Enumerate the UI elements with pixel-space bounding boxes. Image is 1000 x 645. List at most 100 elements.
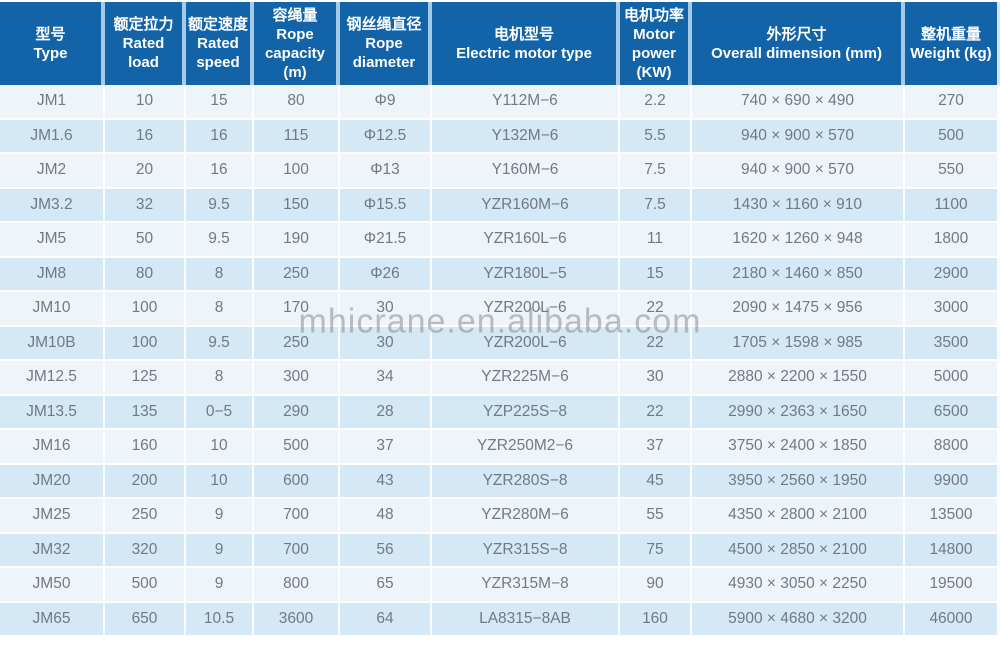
column-header-weight-en: Weight (kg) [910,44,992,62]
column-header-rope-capacity-zh: 容绳量 [272,6,318,24]
cell-rope-diameter: 30 [340,326,432,359]
cell-type: JM32 [0,533,105,566]
cell-motor-power: 22 [620,326,692,359]
cell-motor-power: 7.5 [620,154,692,187]
table-row: JM5 50 9.5 190 Φ21.5 YZR160L−6 11 1620 ×… [0,223,1000,258]
cell-rated-speed: 16 [186,154,254,187]
cell-type: JM25 [0,499,105,532]
cell-motor-power: 22 [620,395,692,428]
column-header-overall-dimension-en: Overall dimension (mm) [711,44,882,62]
cell-motor-type: YZR315M−8 [432,568,620,601]
cell-overall-dimension: 1705 × 1598 × 985 [692,326,905,359]
cell-rated-speed: 10.5 [186,602,254,635]
cell-rated-load: 200 [105,464,186,497]
cell-rated-speed: 9 [186,533,254,566]
cell-rated-speed: 16 [186,119,254,152]
cell-type: JM50 [0,568,105,601]
cell-type: JM65 [0,602,105,635]
cell-motor-power: 22 [620,292,692,325]
cell-overall-dimension: 4350 × 2800 × 2100 [692,499,905,532]
table-row: JM10 100 8 170 30 YZR200L−6 22 2090 × 14… [0,292,1000,327]
cell-motor-type: YZR280M−6 [432,499,620,532]
column-header-type-zh: 型号 [35,25,66,43]
cell-rope-capacity: 700 [254,533,340,566]
cell-weight: 6500 [905,395,1000,428]
cell-motor-power: 75 [620,533,692,566]
cell-rope-diameter: 56 [340,533,432,566]
cell-motor-type: YZR160M−6 [432,188,620,221]
cell-rated-load: 10 [105,85,186,118]
column-header-rated-load-en: Rated load [122,35,165,71]
cell-rope-diameter: Φ9 [340,85,432,118]
cell-rope-diameter: 64 [340,602,432,635]
column-header-motor-type-en: Electric motor type [456,44,592,62]
cell-rope-capacity: 250 [254,257,340,290]
cell-overall-dimension: 2180 × 1460 × 850 [692,257,905,290]
cell-overall-dimension: 3750 × 2400 × 1850 [692,430,905,463]
cell-motor-power: 7.5 [620,188,692,221]
cell-overall-dimension: 4930 × 3050 × 2250 [692,568,905,601]
cell-weight: 14800 [905,533,1000,566]
cell-rope-capacity: 500 [254,430,340,463]
cell-rope-diameter: Φ12.5 [340,119,432,152]
cell-rated-load: 500 [105,568,186,601]
column-header-rated-speed-zh: 额定速度 [188,16,249,33]
cell-rope-capacity: 190 [254,223,340,256]
cell-weight: 8800 [905,430,1000,463]
cell-weight: 1800 [905,223,1000,256]
cell-rope-capacity: 170 [254,292,340,325]
cell-weight: 46000 [905,602,1000,635]
table-row: JM20 200 10 600 43 YZR280S−8 45 3950 × 2… [0,464,1000,499]
column-header-rope-diameter-en: Rope diameter [352,35,416,71]
cell-motor-power: 11 [620,223,692,256]
cell-rated-speed: 10 [186,430,254,463]
column-header-rated-speed-en: Rated speed [196,35,240,71]
cell-type: JM10B [0,326,105,359]
cell-weight: 3500 [905,326,1000,359]
cell-type: JM10 [0,292,105,325]
cell-rope-diameter: Φ26 [340,257,432,290]
cell-weight: 13500 [905,499,1000,532]
cell-rope-capacity: 250 [254,326,340,359]
cell-rated-load: 125 [105,361,186,394]
cell-rope-diameter: 28 [340,395,432,428]
cell-rated-speed: 0−5 [186,395,254,428]
cell-rope-diameter: 37 [340,430,432,463]
column-header-rope-capacity-en: Rope capacity (m) [264,25,326,81]
cell-motor-power: 160 [620,602,692,635]
cell-type: JM12.5 [0,361,105,394]
cell-motor-type: YZR315S−8 [432,533,620,566]
cell-motor-power: 5.5 [620,119,692,152]
cell-rope-diameter: 43 [340,464,432,497]
cell-overall-dimension: 940 × 900 × 570 [692,119,905,152]
cell-rope-capacity: 3600 [254,602,340,635]
cell-motor-power: 15 [620,257,692,290]
cell-rope-capacity: 700 [254,499,340,532]
column-header-rope-diameter-zh: 钢丝绳直径 [346,16,422,33]
cell-motor-power: 90 [620,568,692,601]
cell-rope-capacity: 115 [254,119,340,152]
cell-type: JM13.5 [0,395,105,428]
cell-motor-type: YZP225S−8 [432,395,620,428]
cell-rated-load: 20 [105,154,186,187]
cell-rope-diameter: 65 [340,568,432,601]
cell-type: JM5 [0,223,105,256]
cell-motor-type: YZR225M−6 [432,361,620,394]
cell-overall-dimension: 2090 × 1475 × 956 [692,292,905,325]
cell-weight: 19500 [905,568,1000,601]
column-header-type-en: Type [33,44,68,62]
cell-weight: 550 [905,154,1000,187]
column-header-overall-dimension-zh: 外形尺寸 [766,25,827,43]
cell-motor-type: YZR160L−6 [432,223,620,256]
spec-table-body: JM1 10 15 80 Φ9 Y112M−6 2.2 740 × 690 × … [0,85,1000,637]
table-row: JM13.5 135 0−5 290 28 YZP225S−8 22 2990 … [0,395,1000,430]
cell-rope-diameter: 30 [340,292,432,325]
cell-rated-speed: 8 [186,257,254,290]
cell-motor-power: 37 [620,430,692,463]
column-header-motor-type: 电机型号 Electric motor type [432,2,620,85]
column-header-rated-speed: 额定速度 Rated speed [186,2,254,85]
cell-motor-power: 2.2 [620,85,692,118]
cell-type: JM1 [0,85,105,118]
column-header-motor-power-zh: 电机功率 [623,6,684,24]
